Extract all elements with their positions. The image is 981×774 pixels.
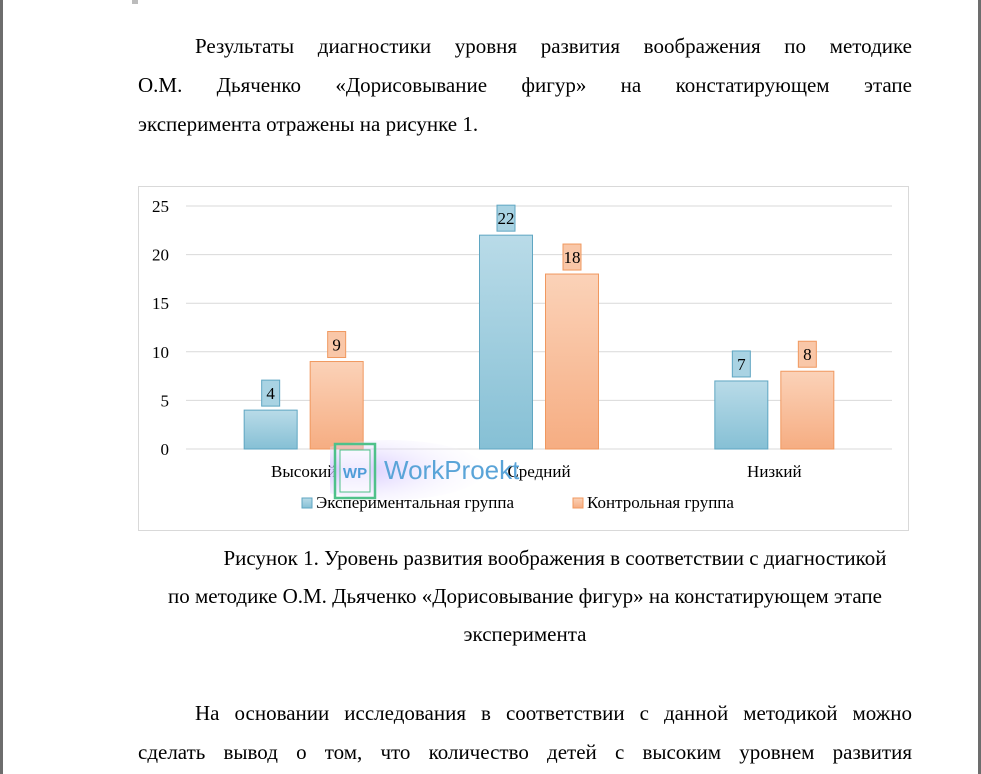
bar-experimental [243, 409, 298, 450]
bar-control [780, 370, 835, 450]
x-tick-label: Низкий [747, 462, 802, 481]
intro-line-2: О.М. Дьяченко «Дорисовывание фигур» на к… [138, 73, 912, 97]
intro-line-1: Результаты диагностики уровня развития в… [195, 34, 912, 58]
y-tick-label: 5 [161, 391, 170, 410]
conclusion-line-2: сделать вывод о том, что количество дете… [138, 740, 912, 764]
data-label-box [327, 331, 347, 359]
y-tick-label: 25 [152, 197, 169, 216]
data-label: 4 [266, 384, 275, 403]
x-tick-label: Средний [507, 462, 570, 481]
y-tick-label: 20 [152, 246, 169, 265]
intro-paragraph: Результаты диагностики уровня развития в… [138, 27, 912, 144]
bar-experimental [714, 380, 769, 450]
data-label-box [731, 350, 751, 378]
y-tick-label: 10 [152, 343, 169, 362]
watermark-logo-frame [333, 442, 377, 500]
bar-control [545, 273, 599, 450]
page-edge-right [978, 0, 981, 774]
caption-line-2: по методике О.М. Дьяченко «Дорисовывание… [168, 584, 882, 608]
caption-line-3: эксперимента [463, 622, 587, 646]
y-tick-label: 0 [161, 440, 170, 459]
watermark: WP WorkProekt [295, 438, 530, 502]
data-label: 8 [803, 345, 812, 364]
legend-label: Контрольная группа [587, 493, 734, 512]
figure-caption: Рисунок 1. Уровень развития воображения … [138, 539, 912, 653]
data-label-box [496, 204, 516, 232]
y-tick-label: 15 [152, 294, 169, 313]
legend-swatch [301, 497, 313, 509]
watermark-logo-text: WP [343, 465, 367, 482]
bar-experimental [479, 234, 533, 450]
data-label: 18 [564, 248, 581, 267]
chart: 0 5 10 15 20 25 4 9 Высокий 22 18 Средний 7 8 Низкий Э… [138, 186, 909, 531]
x-tick-label: Высокий [271, 462, 336, 481]
data-label: 22 [498, 209, 515, 228]
data-label: 7 [737, 355, 746, 374]
page-edge-left [0, 0, 3, 774]
conclusion-paragraph: На основании исследования в соответствии… [138, 694, 912, 772]
watermark-brand-text: WorkProekt [384, 455, 520, 485]
caption-line-1: Рисунок 1. Уровень развития воображения … [223, 546, 887, 570]
text-boundary-marker [132, 0, 138, 4]
watermark-logo-page [339, 449, 371, 493]
data-label-box [562, 243, 582, 271]
data-label-box [261, 379, 281, 407]
data-label: 9 [332, 336, 341, 355]
bar-control [309, 361, 364, 450]
conclusion-line-1: На основании исследования в соответствии… [195, 701, 912, 725]
data-label-box [797, 340, 817, 368]
legend-swatch [572, 497, 584, 509]
intro-line-3: эксперимента отражены на рисунке 1. [138, 112, 479, 136]
